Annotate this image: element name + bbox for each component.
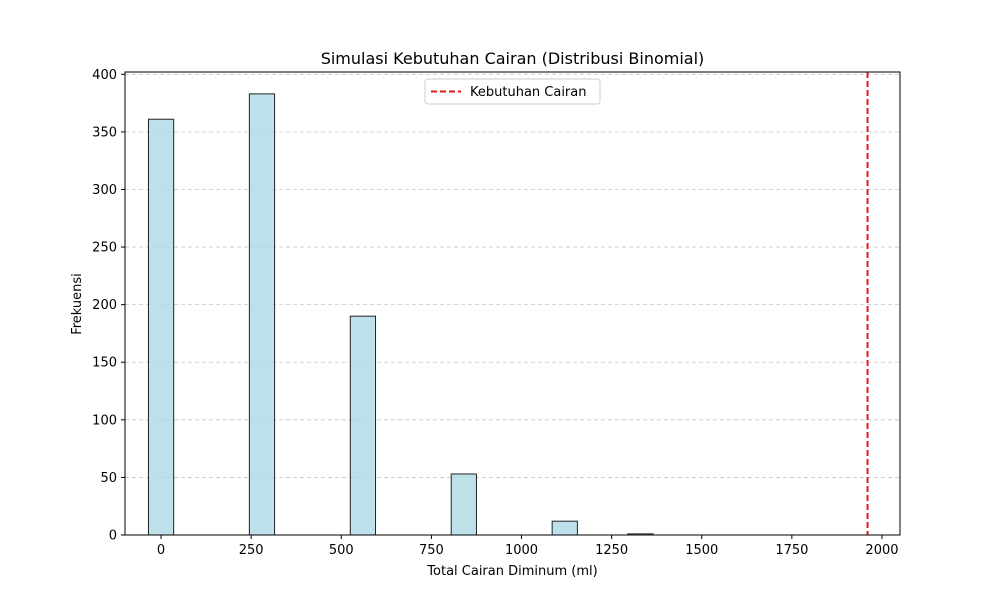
x-tick-label: 1250 bbox=[595, 543, 628, 558]
y-axis-label: Frekuensi bbox=[70, 273, 85, 335]
y-tick-label: 150 bbox=[92, 356, 117, 371]
y-tick-label: 400 bbox=[92, 68, 117, 83]
x-tick-label: 2000 bbox=[865, 543, 898, 558]
x-tick-label: 0 bbox=[157, 543, 165, 558]
y-tick-label: 200 bbox=[92, 298, 117, 313]
plot-frame bbox=[124, 71, 901, 536]
x-tick-label: 250 bbox=[239, 543, 264, 558]
y-tick-label: 350 bbox=[92, 125, 117, 140]
histogram-bar bbox=[349, 315, 377, 536]
x-tick-label: 500 bbox=[329, 543, 354, 558]
y-tick-label: 0 bbox=[109, 529, 117, 544]
y-tick-label: 300 bbox=[92, 183, 117, 198]
histogram-bar bbox=[248, 93, 276, 536]
x-tick-label: 1000 bbox=[505, 543, 538, 558]
legend: Kebutuhan Cairan bbox=[424, 78, 601, 105]
histogram-bar bbox=[551, 520, 578, 536]
y-tick-label: 50 bbox=[100, 471, 117, 486]
x-axis-label: Total Cairan Diminum (ml) bbox=[426, 564, 597, 579]
y-axis-ticks: 0 50 100 150 200 250 300 350 400 bbox=[92, 68, 125, 544]
legend-box bbox=[424, 78, 601, 105]
histogram-bar bbox=[450, 473, 477, 536]
chart-title: Simulasi Kebutuhan Cairan (Distribusi Bi… bbox=[321, 49, 705, 68]
x-tick-label: 1500 bbox=[685, 543, 718, 558]
x-tick-label: 1750 bbox=[775, 543, 808, 558]
y-tick-label: 100 bbox=[92, 413, 117, 428]
x-axis-ticks: 0 250 500 750 1000 1250 1500 1750 2000 bbox=[157, 535, 899, 558]
legend-entry-label: Kebutuhan Cairan bbox=[470, 85, 587, 100]
grid-lines bbox=[125, 73, 900, 478]
histogram-bar bbox=[147, 118, 175, 536]
x-tick-label: 750 bbox=[419, 543, 444, 558]
bars bbox=[147, 93, 654, 536]
y-tick-label: 250 bbox=[92, 241, 117, 256]
